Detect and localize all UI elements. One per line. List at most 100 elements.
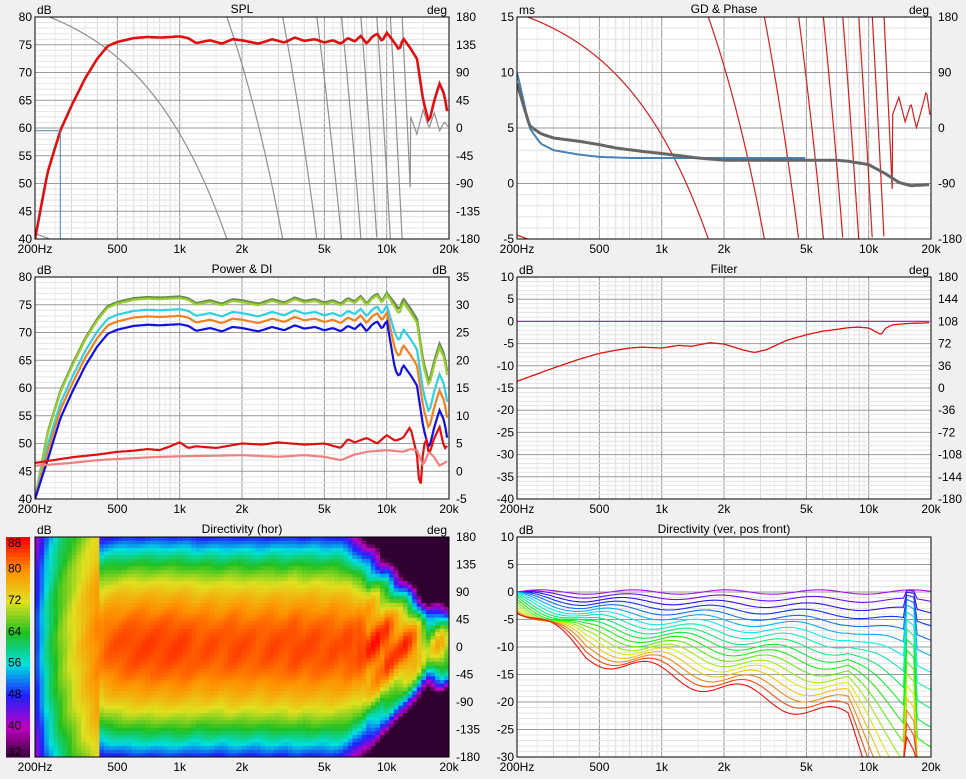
heatmap-cell [255, 581, 261, 586]
heatmap-cell [292, 676, 298, 681]
heatmap-cell [159, 577, 165, 582]
heatmap-cell [246, 584, 252, 589]
heatmap-cell [196, 647, 202, 652]
heatmap-cell [186, 595, 192, 600]
heatmap-cell [324, 639, 330, 644]
heatmap-cell [315, 551, 321, 556]
heatmap-cell [182, 628, 188, 633]
heatmap-cell [338, 676, 344, 681]
heatmap-cell [278, 691, 284, 696]
heatmap-cell [260, 632, 266, 637]
heatmap-cell [228, 698, 234, 703]
heatmap-cell [311, 661, 317, 666]
heatmap-cell [99, 548, 105, 553]
heatmap-cell [223, 636, 229, 641]
heatmap-cell [274, 665, 280, 670]
heatmap-cell [196, 742, 202, 747]
heatmap-cell [347, 738, 353, 743]
heatmap-cell [177, 705, 183, 710]
y-tick-label-left: 50 [19, 437, 33, 451]
heatmap-cell [196, 713, 202, 718]
heatmap-cell [269, 639, 275, 644]
heatmap-cell [71, 617, 77, 622]
heatmap-cell [168, 680, 174, 685]
heatmap-cell [62, 588, 68, 593]
heatmap-cell [163, 544, 169, 549]
heatmap-cell [168, 544, 174, 549]
heatmap-cell [278, 621, 284, 626]
heatmap-cell [62, 738, 68, 743]
heatmap-cell [246, 551, 252, 556]
heatmap-cell [343, 709, 349, 714]
heatmap-cell [311, 691, 317, 696]
heatmap-cell [361, 687, 367, 692]
heatmap-cell [140, 603, 146, 608]
heatmap-cell [94, 540, 100, 545]
heatmap-cell [76, 669, 82, 674]
heatmap-cell [76, 606, 82, 611]
heatmap-cell [329, 720, 335, 725]
heatmap-cell [150, 658, 156, 663]
heatmap-cell [200, 555, 206, 560]
heatmap-cell [306, 639, 312, 644]
heatmap-cell [81, 540, 87, 545]
heatmap-cell [278, 647, 284, 652]
heatmap-cell [186, 614, 192, 619]
heatmap-cell [370, 555, 376, 560]
heatmap-cell [140, 610, 146, 615]
heatmap-cell [366, 694, 372, 699]
heatmap-cell [320, 599, 326, 604]
heatmap-cell [366, 559, 372, 564]
heatmap-cell [255, 672, 261, 677]
heatmap-cell [186, 566, 192, 571]
heatmap-cell [375, 588, 381, 593]
heatmap-cell [361, 683, 367, 688]
heatmap-cell [136, 727, 142, 732]
heatmap-cell [186, 603, 192, 608]
heatmap-cell [237, 735, 243, 740]
heatmap-cell [311, 573, 317, 578]
heatmap-cell [214, 742, 220, 747]
heatmap-cell [163, 617, 169, 622]
y-axis-unit-left: dB [37, 263, 52, 277]
heatmap-cell [67, 672, 73, 677]
heatmap-cell [352, 731, 358, 736]
heatmap-cell [306, 570, 312, 575]
heatmap-cell [347, 654, 353, 659]
heatmap-cell [370, 566, 376, 571]
heatmap-cell [127, 731, 133, 736]
heatmap-cell [292, 559, 298, 564]
heatmap-cell [182, 727, 188, 732]
heatmap-cell [81, 742, 87, 747]
heatmap-cell [145, 702, 151, 707]
heatmap-cell [361, 632, 367, 637]
heatmap-cell [274, 570, 280, 575]
heatmap-cell [94, 694, 100, 699]
heatmap-cell [205, 577, 211, 582]
heatmap-cell [361, 610, 367, 615]
heatmap-cell [209, 621, 215, 626]
heatmap-cell [168, 577, 174, 582]
heatmap-cell [53, 709, 59, 714]
heatmap-cell [108, 537, 114, 542]
heatmap-cell [278, 632, 284, 637]
heatmap-cell [113, 588, 119, 593]
heatmap-cell [48, 548, 54, 553]
heatmap-cell [357, 636, 363, 641]
heatmap-cell [62, 625, 68, 630]
heatmap-cell [163, 592, 169, 597]
heatmap-cell [136, 588, 142, 593]
heatmap-cell [58, 654, 64, 659]
heatmap-cell [260, 683, 266, 688]
heatmap-cell [370, 562, 376, 567]
heatmap-cell [334, 731, 340, 736]
heatmap-cell [108, 738, 114, 743]
heatmap-cell [154, 588, 160, 593]
heatmap-cell [274, 555, 280, 560]
heatmap-cell [329, 661, 335, 666]
heatmap-cell [205, 672, 211, 677]
heatmap-cell [288, 683, 294, 688]
heatmap-cell [163, 577, 169, 582]
heatmap-cell [76, 551, 82, 556]
heatmap-cell [205, 625, 211, 630]
